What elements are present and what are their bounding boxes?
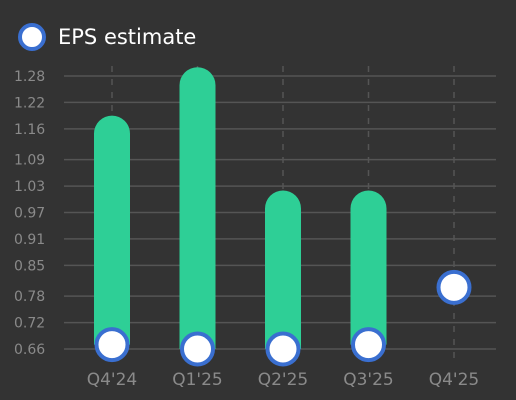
y-tick-label: 0.72 [14, 316, 45, 332]
x-tick-label: Q2'25 [258, 370, 309, 390]
x-tick-label: Q3'25 [343, 370, 394, 390]
y-tick-label: 1.28 [14, 69, 45, 85]
y-tick-label: 0.97 [14, 206, 45, 222]
estimate-point [436, 269, 472, 305]
legend-marker-icon [18, 23, 46, 51]
estimate-point [351, 327, 386, 363]
x-tick-label: Q4'24 [87, 370, 138, 390]
y-tick-label: 1.22 [14, 95, 45, 111]
estimate-point [265, 331, 301, 367]
y-tick-label: 0.66 [14, 342, 45, 358]
bar-actual-eps [94, 115, 130, 345]
bar-actual-eps [265, 190, 301, 349]
x-tick-label: Q4'25 [429, 370, 480, 390]
legend-label: EPS estimate [58, 25, 197, 49]
bar-actual-eps [350, 190, 387, 345]
bar-actual-eps [179, 67, 216, 350]
x-tick-label: Q1'25 [172, 370, 223, 390]
estimate-point [94, 327, 130, 363]
legend: EPS estimate [18, 19, 196, 55]
y-tick-label: 1.16 [14, 122, 45, 138]
y-tick-label: 0.91 [14, 232, 45, 248]
estimate-point [180, 331, 215, 367]
y-tick-label: 0.85 [14, 258, 45, 274]
y-tick-label: 1.03 [14, 179, 45, 195]
y-tick-label: 1.09 [14, 153, 45, 169]
y-tick-label: 0.78 [14, 289, 45, 305]
